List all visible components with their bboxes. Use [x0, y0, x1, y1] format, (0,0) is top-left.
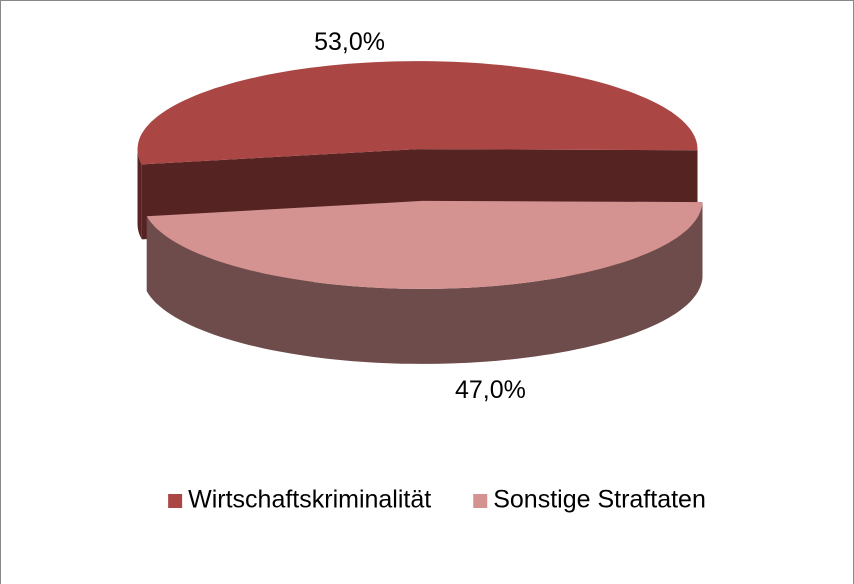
slice-side [146, 202, 703, 364]
legend-swatch [473, 494, 488, 508]
legend-label: Wirtschaftskriminalität [188, 486, 431, 514]
legend: Wirtschaftskriminalität Sonstige Straftat… [168, 486, 706, 514]
slice [146, 200, 703, 364]
slice-top [146, 200, 703, 289]
data-label: 47,0% [455, 376, 526, 404]
slice-top [137, 61, 698, 165]
legend-label: Sonstige Straftaten [493, 486, 706, 514]
pie: 53,0% 47,0% [137, 28, 703, 404]
data-label: 53,0% [314, 28, 385, 56]
legend-swatch [168, 494, 183, 508]
slice-side [137, 149, 142, 240]
